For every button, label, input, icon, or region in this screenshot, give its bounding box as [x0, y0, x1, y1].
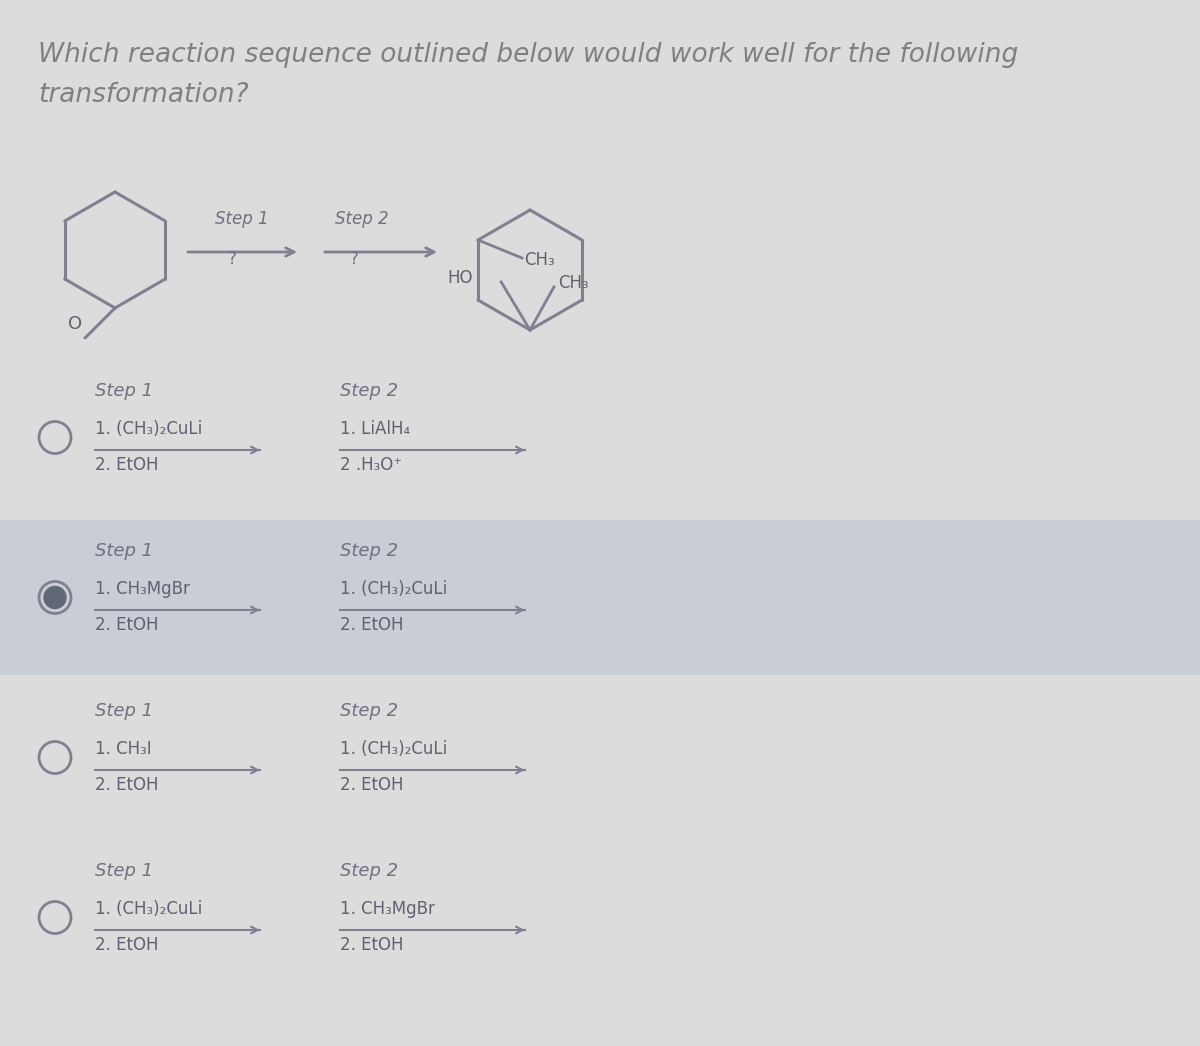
Text: 1. (CH₃)₂CuLi: 1. (CH₃)₂CuLi [95, 420, 203, 438]
Text: Which reaction sequence outlined below would work well for the following: Which reaction sequence outlined below w… [38, 42, 1019, 68]
Text: O: O [68, 315, 83, 333]
Text: 2. EtOH: 2. EtOH [95, 456, 158, 474]
Text: Step 1: Step 1 [95, 542, 154, 560]
Text: 2. EtOH: 2. EtOH [340, 936, 403, 954]
Text: 2 .H₃O⁺: 2 .H₃O⁺ [340, 456, 402, 474]
Text: 1. (CH₃)₂CuLi: 1. (CH₃)₂CuLi [340, 579, 448, 598]
Text: 1. (CH₃)₂CuLi: 1. (CH₃)₂CuLi [340, 740, 448, 758]
Text: 2. EtOH: 2. EtOH [95, 936, 158, 954]
Text: Step 2: Step 2 [340, 862, 398, 880]
Bar [0, 360, 1200, 515]
Text: CH₃: CH₃ [524, 251, 554, 269]
Bar [0, 840, 1200, 995]
Text: Step 2: Step 2 [335, 210, 389, 228]
Text: 2. EtOH: 2. EtOH [95, 776, 158, 794]
Text: 1. CH₃I: 1. CH₃I [95, 740, 151, 758]
Text: 2. EtOH: 2. EtOH [340, 616, 403, 634]
Text: Step 1: Step 1 [95, 862, 154, 880]
Text: transformation?: transformation? [38, 82, 248, 108]
Text: ?: ? [228, 250, 236, 268]
Text: 1. CH₃MgBr: 1. CH₃MgBr [340, 900, 434, 918]
Text: 1. (CH₃)₂CuLi: 1. (CH₃)₂CuLi [95, 900, 203, 918]
Text: Step 1: Step 1 [95, 382, 154, 400]
Text: Step 2: Step 2 [340, 542, 398, 560]
Text: CH₃: CH₃ [558, 274, 589, 292]
Text: Step 1: Step 1 [95, 702, 154, 720]
Text: Step 2: Step 2 [340, 382, 398, 400]
Text: Step 2: Step 2 [340, 702, 398, 720]
Bar [0, 520, 1200, 675]
Text: 2. EtOH: 2. EtOH [340, 776, 403, 794]
Bar [0, 680, 1200, 835]
Text: 1. LiAlH₄: 1. LiAlH₄ [340, 420, 410, 438]
Text: HO: HO [448, 269, 473, 287]
Text: Step 1: Step 1 [215, 210, 269, 228]
Text: 2. EtOH: 2. EtOH [95, 616, 158, 634]
Text: 1. CH₃MgBr: 1. CH₃MgBr [95, 579, 190, 598]
Text: ?: ? [350, 250, 359, 268]
Circle shape [44, 587, 66, 609]
